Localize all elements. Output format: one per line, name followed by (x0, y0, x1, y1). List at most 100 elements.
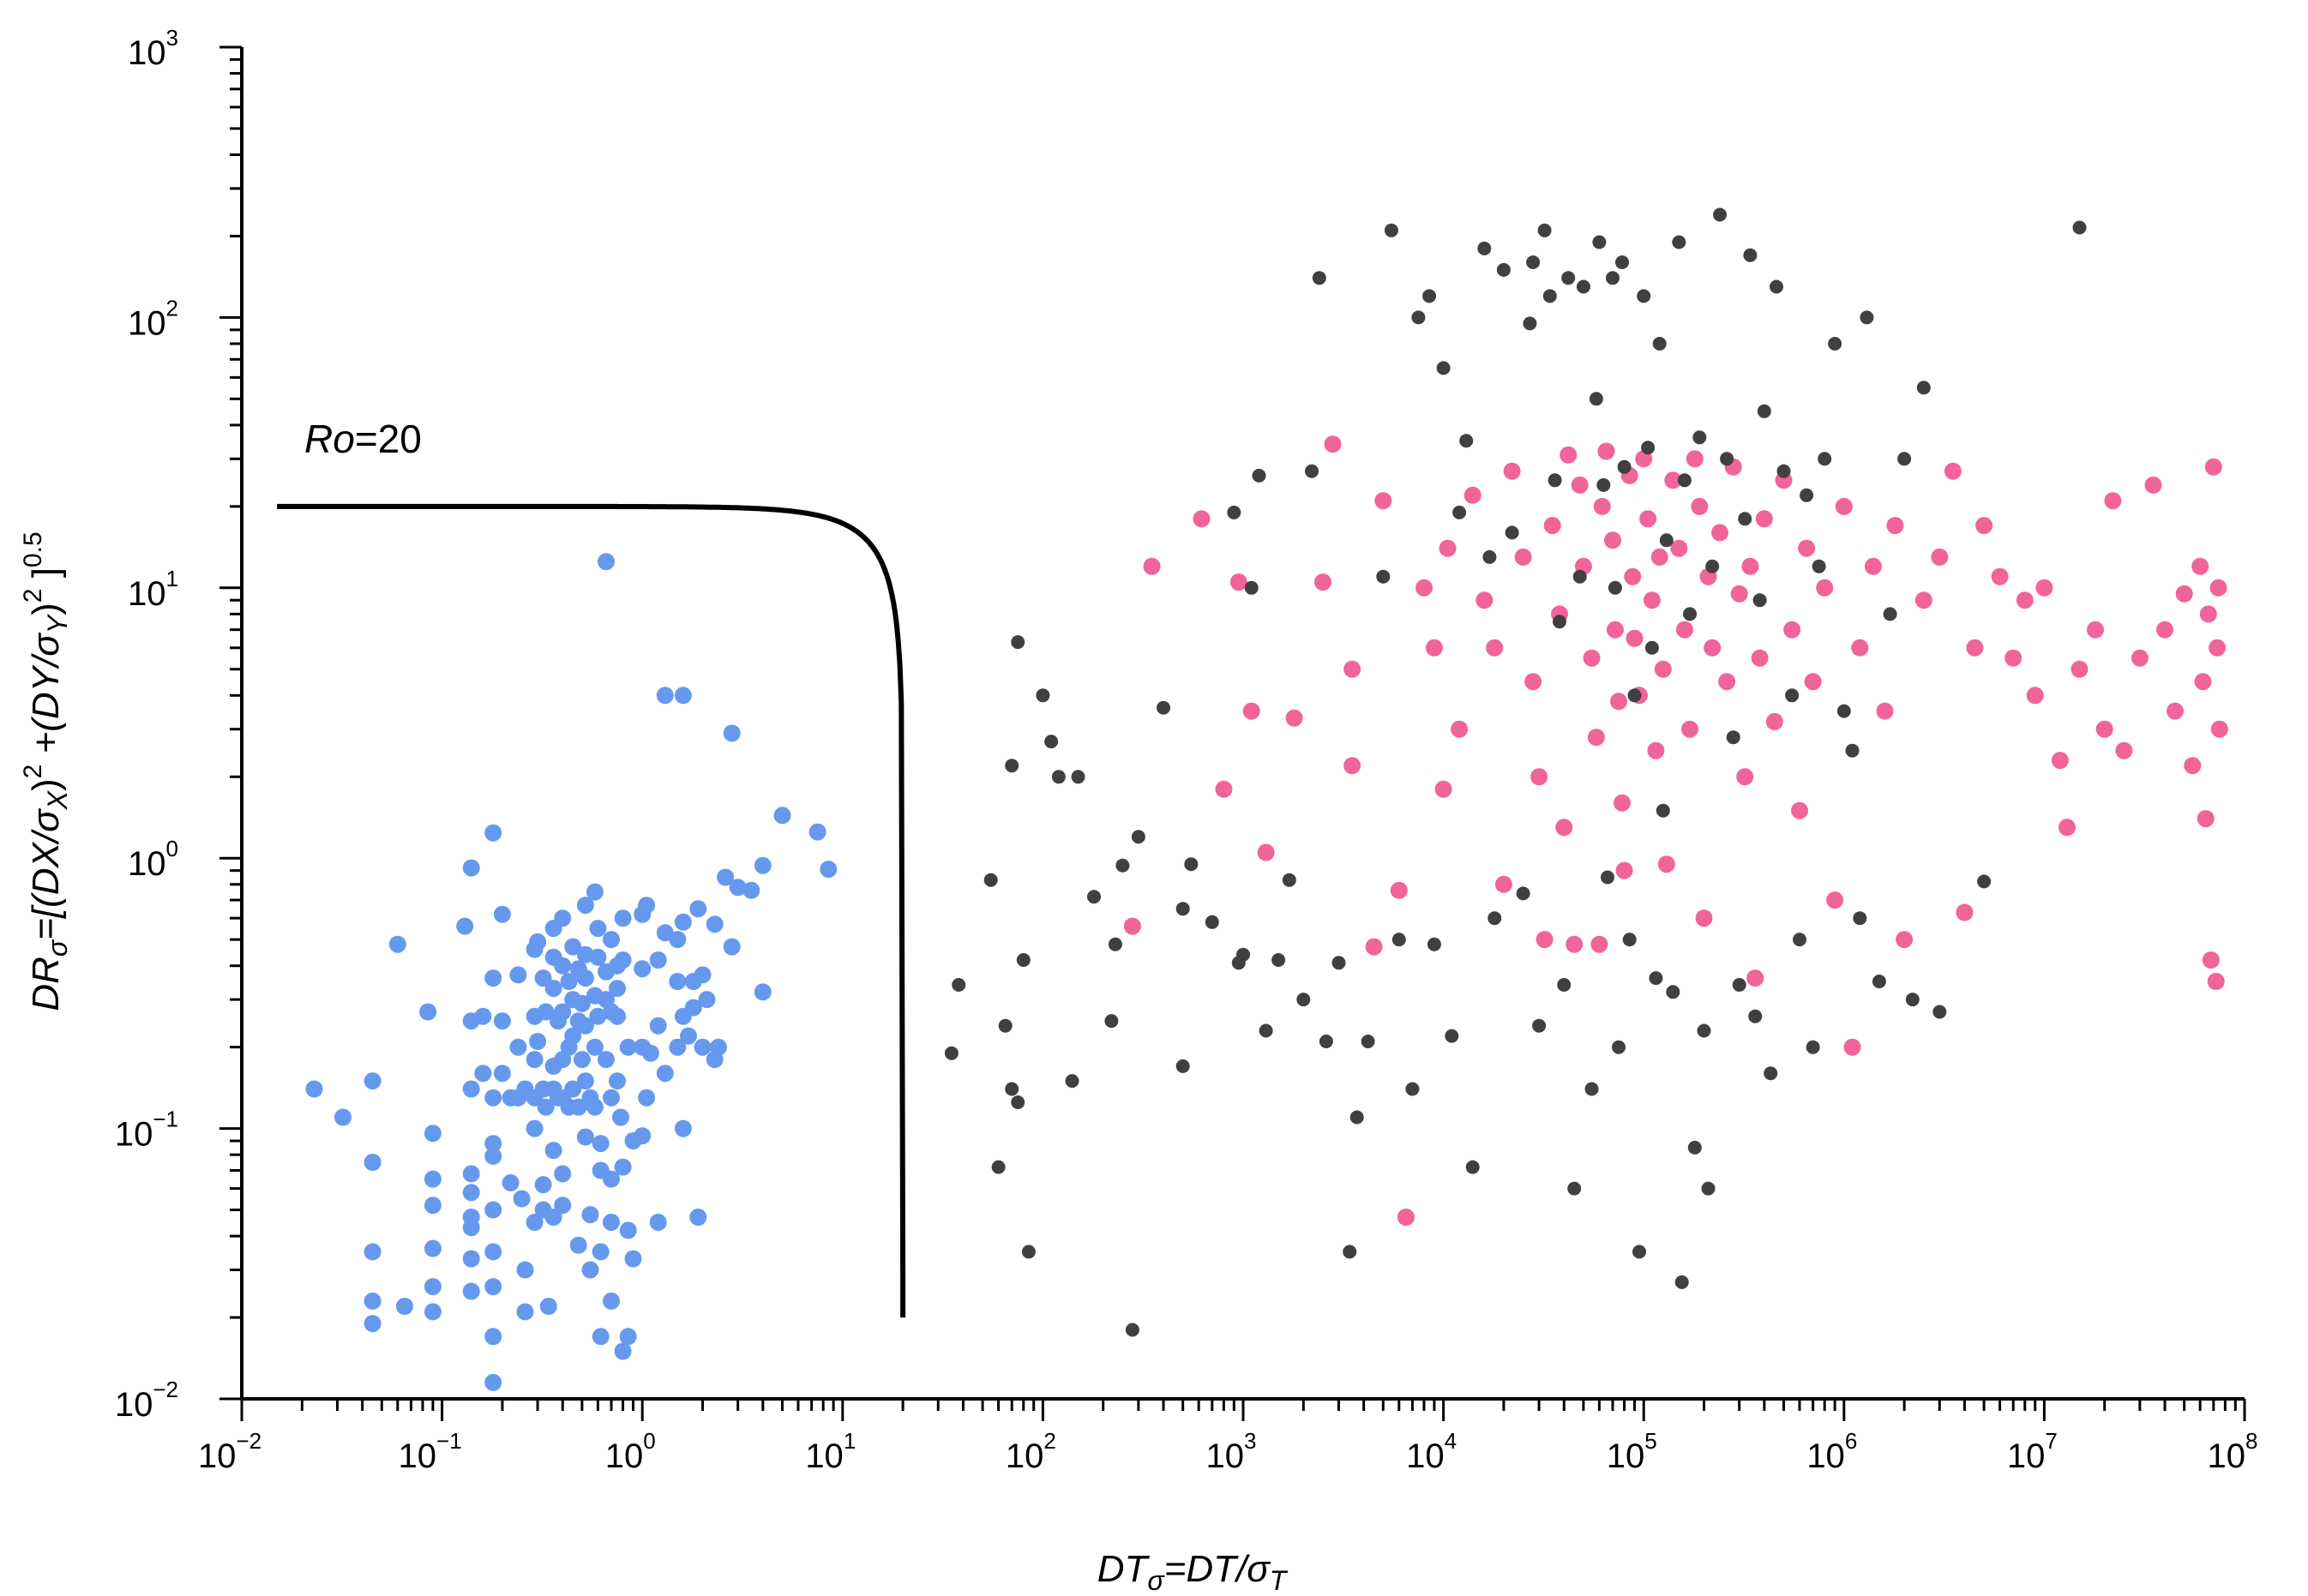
data-point-blue (462, 1080, 480, 1098)
data-point-pink (1524, 673, 1542, 691)
data-point-pink (1686, 450, 1704, 468)
x-tick-label: 10−2 (198, 1428, 261, 1475)
data-point-blue (589, 920, 607, 938)
data-point-dark (1391, 933, 1406, 947)
data-point-blue (484, 824, 502, 842)
data-point-dark (1561, 271, 1576, 285)
data-point-dark (1601, 870, 1614, 885)
data-point-blue (462, 1184, 480, 1202)
data-point-dark (1011, 1095, 1025, 1109)
data-point-pink (1704, 639, 1722, 657)
data-point-dark (1537, 223, 1552, 237)
data-point-dark (1860, 310, 1874, 325)
data-point-blue (581, 1206, 599, 1224)
data-point-pink (1783, 621, 1801, 639)
data-point-blue (516, 1303, 534, 1321)
data-point-blue (484, 1373, 502, 1391)
data-point-dark (1641, 441, 1656, 455)
y-axis-ticks: 10−2 10−1 100 101 102 103 (115, 25, 242, 1424)
data-point-dark (1622, 933, 1637, 947)
data-point-blue (589, 948, 607, 966)
data-point-pink (1587, 729, 1605, 747)
data-point-blue (513, 1190, 531, 1208)
data-point-blue (364, 1243, 382, 1261)
data-point-dark (1005, 759, 1019, 773)
data-point-blue (424, 1197, 442, 1215)
data-point-pink (1711, 524, 1728, 542)
data-point-pink (1746, 969, 1764, 987)
data-point-pink (1555, 819, 1573, 837)
data-point-blue (612, 1108, 629, 1126)
data-point-pink (1851, 639, 1869, 657)
data-point-blue (689, 900, 707, 918)
data-point-blue (569, 1236, 587, 1254)
data-point-blue (723, 938, 741, 956)
data-point-dark (1793, 933, 1806, 947)
data-point-blue (641, 1044, 659, 1062)
data-point-pink (1374, 492, 1392, 510)
data-point-pink (2115, 741, 2133, 759)
data-point-dark (1764, 1066, 1778, 1081)
data-point-blue (424, 1170, 442, 1188)
data-point-dark (1175, 1059, 1190, 1073)
data-point-dark (1361, 1035, 1375, 1048)
data-point-pink (1626, 629, 1644, 647)
data-point-pink (1826, 891, 1844, 909)
data-point-pink (2194, 673, 2212, 691)
data-point-dark (1427, 937, 1441, 951)
data-point-pink (1590, 935, 1608, 953)
data-point-blue (684, 999, 702, 1017)
data-point-pink (1494, 875, 1512, 893)
data-point-blue (573, 994, 591, 1012)
data-point-pink (1843, 1038, 1861, 1056)
data-point-dark (1732, 978, 1746, 992)
data-point-dark (1104, 1014, 1119, 1029)
data-point-dark (1916, 381, 1931, 395)
data-point-dark (1227, 505, 1241, 519)
data-point-blue (576, 897, 594, 915)
x-tick-label: 10−1 (399, 1428, 462, 1475)
data-point-pink (1464, 486, 1482, 504)
data-point-blue (614, 909, 632, 927)
data-point-pink (1864, 557, 1882, 575)
data-point-dark (1065, 1074, 1079, 1089)
data-point-blue (576, 1128, 594, 1146)
data-point-dark (1384, 223, 1398, 237)
data-point-blue (603, 1214, 620, 1231)
data-point-blue (603, 1170, 620, 1188)
data-point-pink (1193, 510, 1211, 528)
data-point-blue (576, 1072, 594, 1090)
data-point-blue (395, 1298, 413, 1315)
data-point-dark (1296, 993, 1311, 1007)
data-point-pink (1755, 510, 1773, 528)
x-tick-label: 108 (2208, 1428, 2258, 1475)
data-point-pink (1503, 462, 1521, 480)
y-tick-label: 103 (128, 25, 178, 72)
data-point-pink (2071, 660, 2089, 678)
data-point-blue (569, 1098, 587, 1116)
data-point-blue (603, 1292, 620, 1310)
data-point-dark (1496, 262, 1511, 277)
data-point-dark (1687, 1140, 1702, 1155)
data-point-pink (1751, 649, 1769, 667)
data-point-dark (1523, 316, 1537, 331)
data-point-dark (1720, 452, 1734, 466)
data-point-blue (586, 1098, 604, 1116)
data-point-dark (1666, 985, 1680, 999)
data-point-pink (1736, 768, 1754, 786)
data-point-dark (1319, 1035, 1333, 1048)
data-point-blue (364, 1315, 382, 1333)
data-point-blue (493, 1012, 511, 1030)
data-point-blue (526, 1214, 544, 1231)
data-point-pink (1390, 881, 1408, 899)
data-point-blue (669, 973, 687, 990)
data-point-dark (1872, 975, 1886, 988)
x-tick-label: 105 (1607, 1428, 1657, 1475)
data-point-dark (1271, 953, 1286, 967)
series-pink (1123, 435, 2228, 1226)
data-point-blue (603, 931, 620, 949)
data-point-pink (1451, 720, 1469, 738)
data-point-dark (1674, 1275, 1689, 1289)
data-point-dark (1576, 279, 1590, 294)
data-point-pink (1439, 539, 1457, 557)
